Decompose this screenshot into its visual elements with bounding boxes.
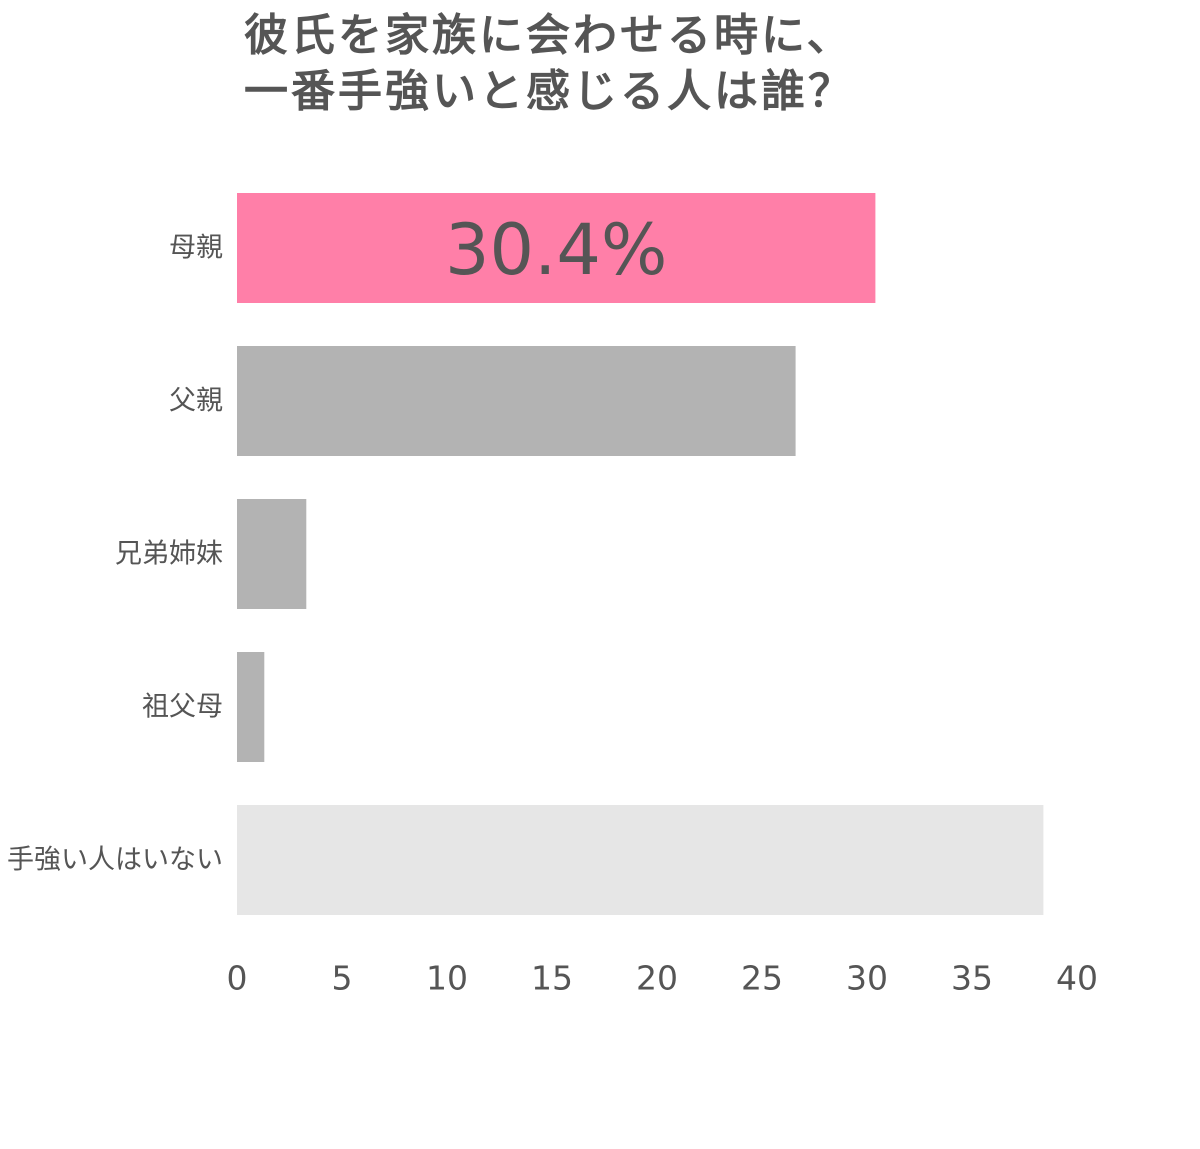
category-label-3: 祖父母 [142,692,223,723]
bar-4 [237,805,1044,915]
x-tick-label-25: 25 [741,959,783,998]
x-tick-label-30: 30 [846,959,888,998]
chart-title: 彼氏を家族に会わせる時に、 一番手強いと感じる人は誰？ [244,8,1144,120]
data-label-0: 30.4% [445,209,667,291]
x-tick-label-10: 10 [426,959,468,998]
chart-title-line-1: 彼氏を家族に会わせる時に、 [244,10,854,61]
bar-1 [237,346,796,456]
category-label-4: 手強い人はいない [7,845,223,876]
category-label-0: 母親 [169,233,223,264]
x-tick-label-0: 0 [227,959,248,998]
x-tick-label-20: 20 [636,959,678,998]
bar-2 [237,499,307,609]
x-axis-tick-labels: 0 5 10 15 20 25 30 35 40 [227,959,1099,998]
bar-0 [237,193,876,303]
x-tick-label-5: 5 [332,959,353,998]
bars-layer [237,193,1044,915]
category-label-1: 父親 [169,386,223,417]
bar-3 [237,652,265,762]
chart-title-line-2: 一番手強いと感じる人は誰？ [244,66,855,117]
category-label-2: 兄弟姉妹 [115,539,223,570]
data-labels: 30.4% [445,209,667,291]
x-tick-label-35: 35 [951,959,993,998]
x-tick-label-15: 15 [531,959,573,998]
x-tick-label-40: 40 [1056,959,1098,998]
